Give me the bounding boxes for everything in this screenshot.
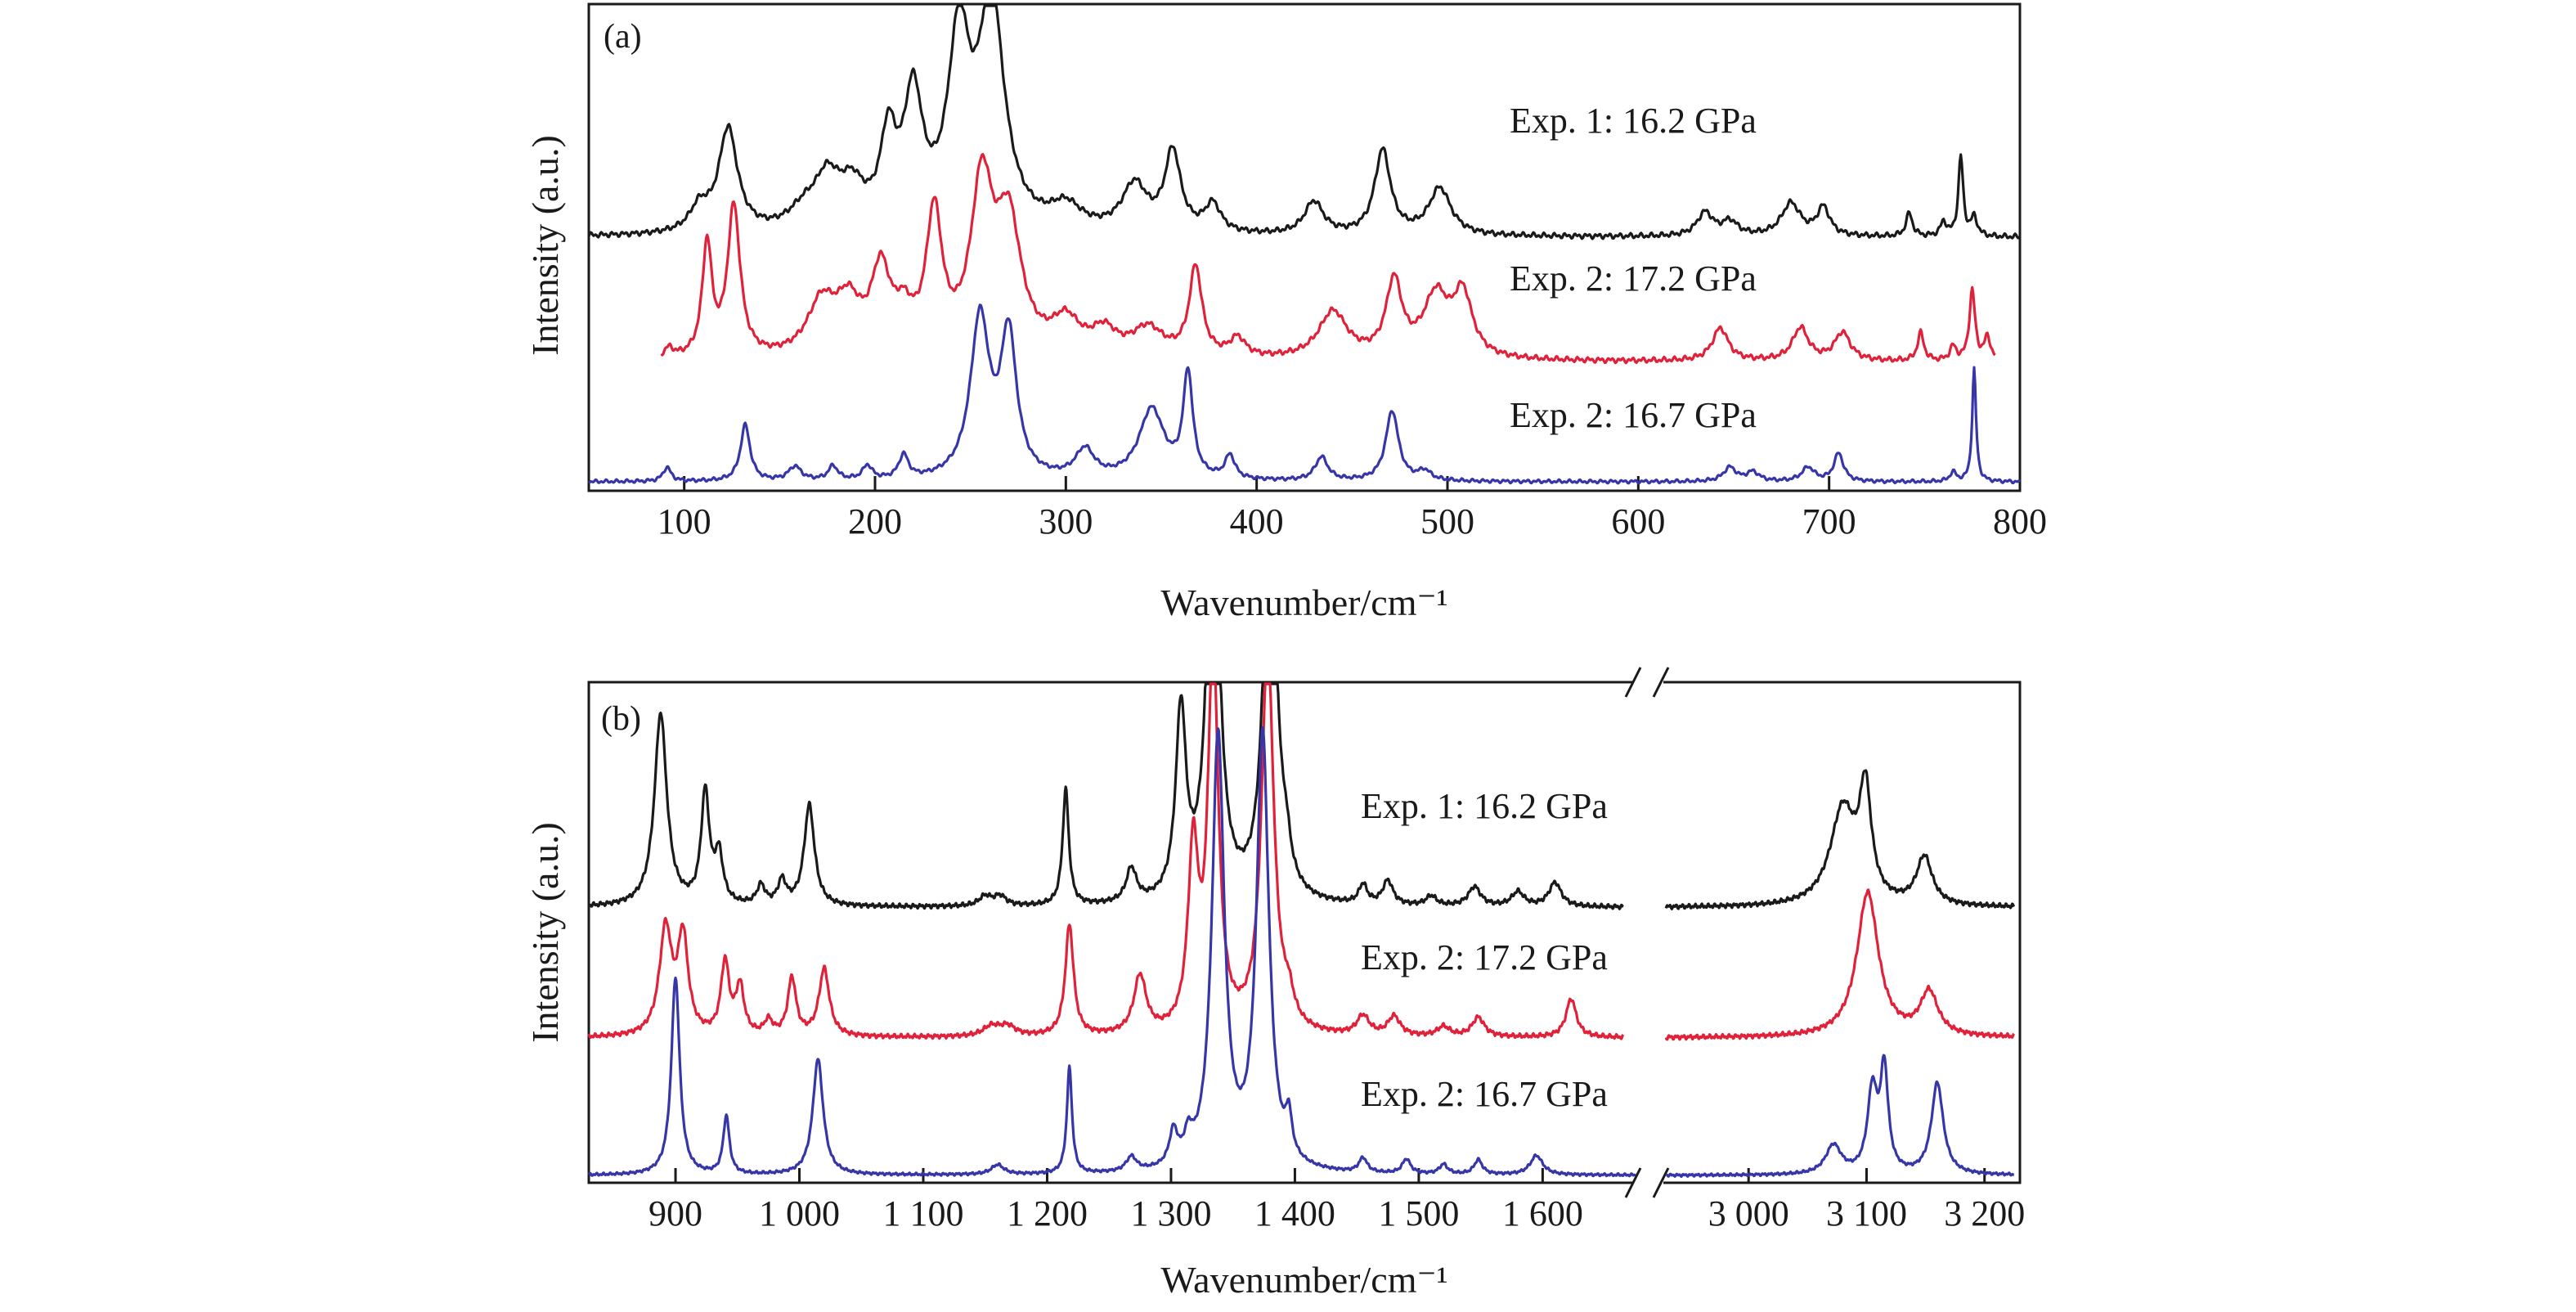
panel-b-label-exp1-16-2: Exp. 1: 16.2 GPa xyxy=(1361,786,1608,826)
panel-b-x-ticks: 900 1 000 1 100 1 200 1 300 1 400 1 500 1 600 3 … xyxy=(648,1168,2025,1233)
panel-b-tick-label-1300: 1 300 xyxy=(1130,1193,1211,1233)
panel-b-tick-label-1000: 1 000 xyxy=(759,1193,840,1233)
panel-b-tick-label-3200: 3 200 xyxy=(1944,1193,2025,1233)
panel-a-tick-label-300: 300 xyxy=(1039,501,1093,541)
axis-break-mark-top-left xyxy=(1624,667,1642,698)
panel-b-series-1-segment-2-line xyxy=(1664,769,2016,910)
axis-break-mark-bottom-right xyxy=(1652,1167,1670,1198)
panel-b-series-2-segment-1-line xyxy=(587,682,1625,1040)
panel-b-y-axis-title: Intensity (a.u.) xyxy=(524,822,566,1043)
panel-a-x-ticks: 100 200 300 400 500 600 700 800 xyxy=(657,476,2047,541)
panel-a-tick-label-700: 700 xyxy=(1802,501,1856,541)
panel-b-tick-label-3100: 3 100 xyxy=(1826,1193,1907,1233)
panel-a-series-2-line xyxy=(660,153,1996,365)
panel-b-x-axis-title: Wavenumber/cm⁻¹ xyxy=(1160,1259,1447,1301)
panel-a-series xyxy=(587,4,2022,485)
panel-b-series-1-segment-1-line xyxy=(587,682,1624,910)
panel-b-series xyxy=(587,682,2016,1178)
panel-a-series-3-line xyxy=(587,303,2022,485)
panel-b-series-3-segment-2-line xyxy=(1665,1054,2015,1178)
panel-a-tick-label-600: 600 xyxy=(1611,501,1665,541)
panel-a: (a) 100 200 300 400 500 600 700 800 Exp. 1: 16.… xyxy=(524,2,2047,623)
panel-a-series-1-line xyxy=(587,4,2022,240)
panel-b-tick-label-900: 900 xyxy=(648,1193,702,1233)
panel-a-tick-label-500: 500 xyxy=(1420,501,1474,541)
panel-b-label-exp2-16-7: Exp. 2: 16.7 GPa xyxy=(1361,1074,1608,1114)
panel-a-tick-label-200: 200 xyxy=(848,501,902,541)
panel-a-x-axis-title: Wavenumber/cm⁻¹ xyxy=(1160,582,1447,623)
panel-b-tick-label-1200: 1 200 xyxy=(1007,1193,1088,1233)
axis-break-mark-bottom-left xyxy=(1624,1167,1642,1198)
panel-b-tick-label-1100: 1 100 xyxy=(882,1193,963,1233)
panel-b-frame xyxy=(587,681,2022,1184)
panel-a-label-exp1-16-2: Exp. 1: 16.2 GPa xyxy=(1510,101,1757,141)
panel-b-series-3-segment-1-line xyxy=(587,726,1637,1178)
panel-b-tick-label-1400: 1 400 xyxy=(1254,1193,1335,1233)
panel-a-tick-label-800: 800 xyxy=(1993,501,2047,541)
panel-a-frame xyxy=(587,2,2022,492)
panel-b-series-2-segment-2-line xyxy=(1664,888,2016,1041)
panel-b-label: (b) xyxy=(601,700,641,738)
panel-a-label-exp2-17-2: Exp. 2: 17.2 GPa xyxy=(1510,258,1757,299)
panel-b-tick-label-3000: 3 000 xyxy=(1708,1193,1789,1233)
panel-b: (b) 900 1 000 1 100 1 200 1 300 1 400 1 500 1 6… xyxy=(524,667,2025,1301)
axis-break-mark-top-right xyxy=(1652,667,1670,698)
panel-b-tick-label-1500: 1 500 xyxy=(1378,1193,1459,1233)
panel-a-tick-label-100: 100 xyxy=(657,501,711,541)
panel-a-label-exp2-16-7: Exp. 2: 16.7 GPa xyxy=(1510,395,1757,435)
panel-b-label-exp2-17-2: Exp. 2: 17.2 GPa xyxy=(1361,937,1608,977)
panel-a-y-axis-title: Intensity (a.u.) xyxy=(524,135,566,356)
panel-b-tick-label-1600: 1 600 xyxy=(1502,1193,1583,1233)
panel-a-label: (a) xyxy=(604,18,642,56)
panel-a-tick-label-400: 400 xyxy=(1230,501,1284,541)
